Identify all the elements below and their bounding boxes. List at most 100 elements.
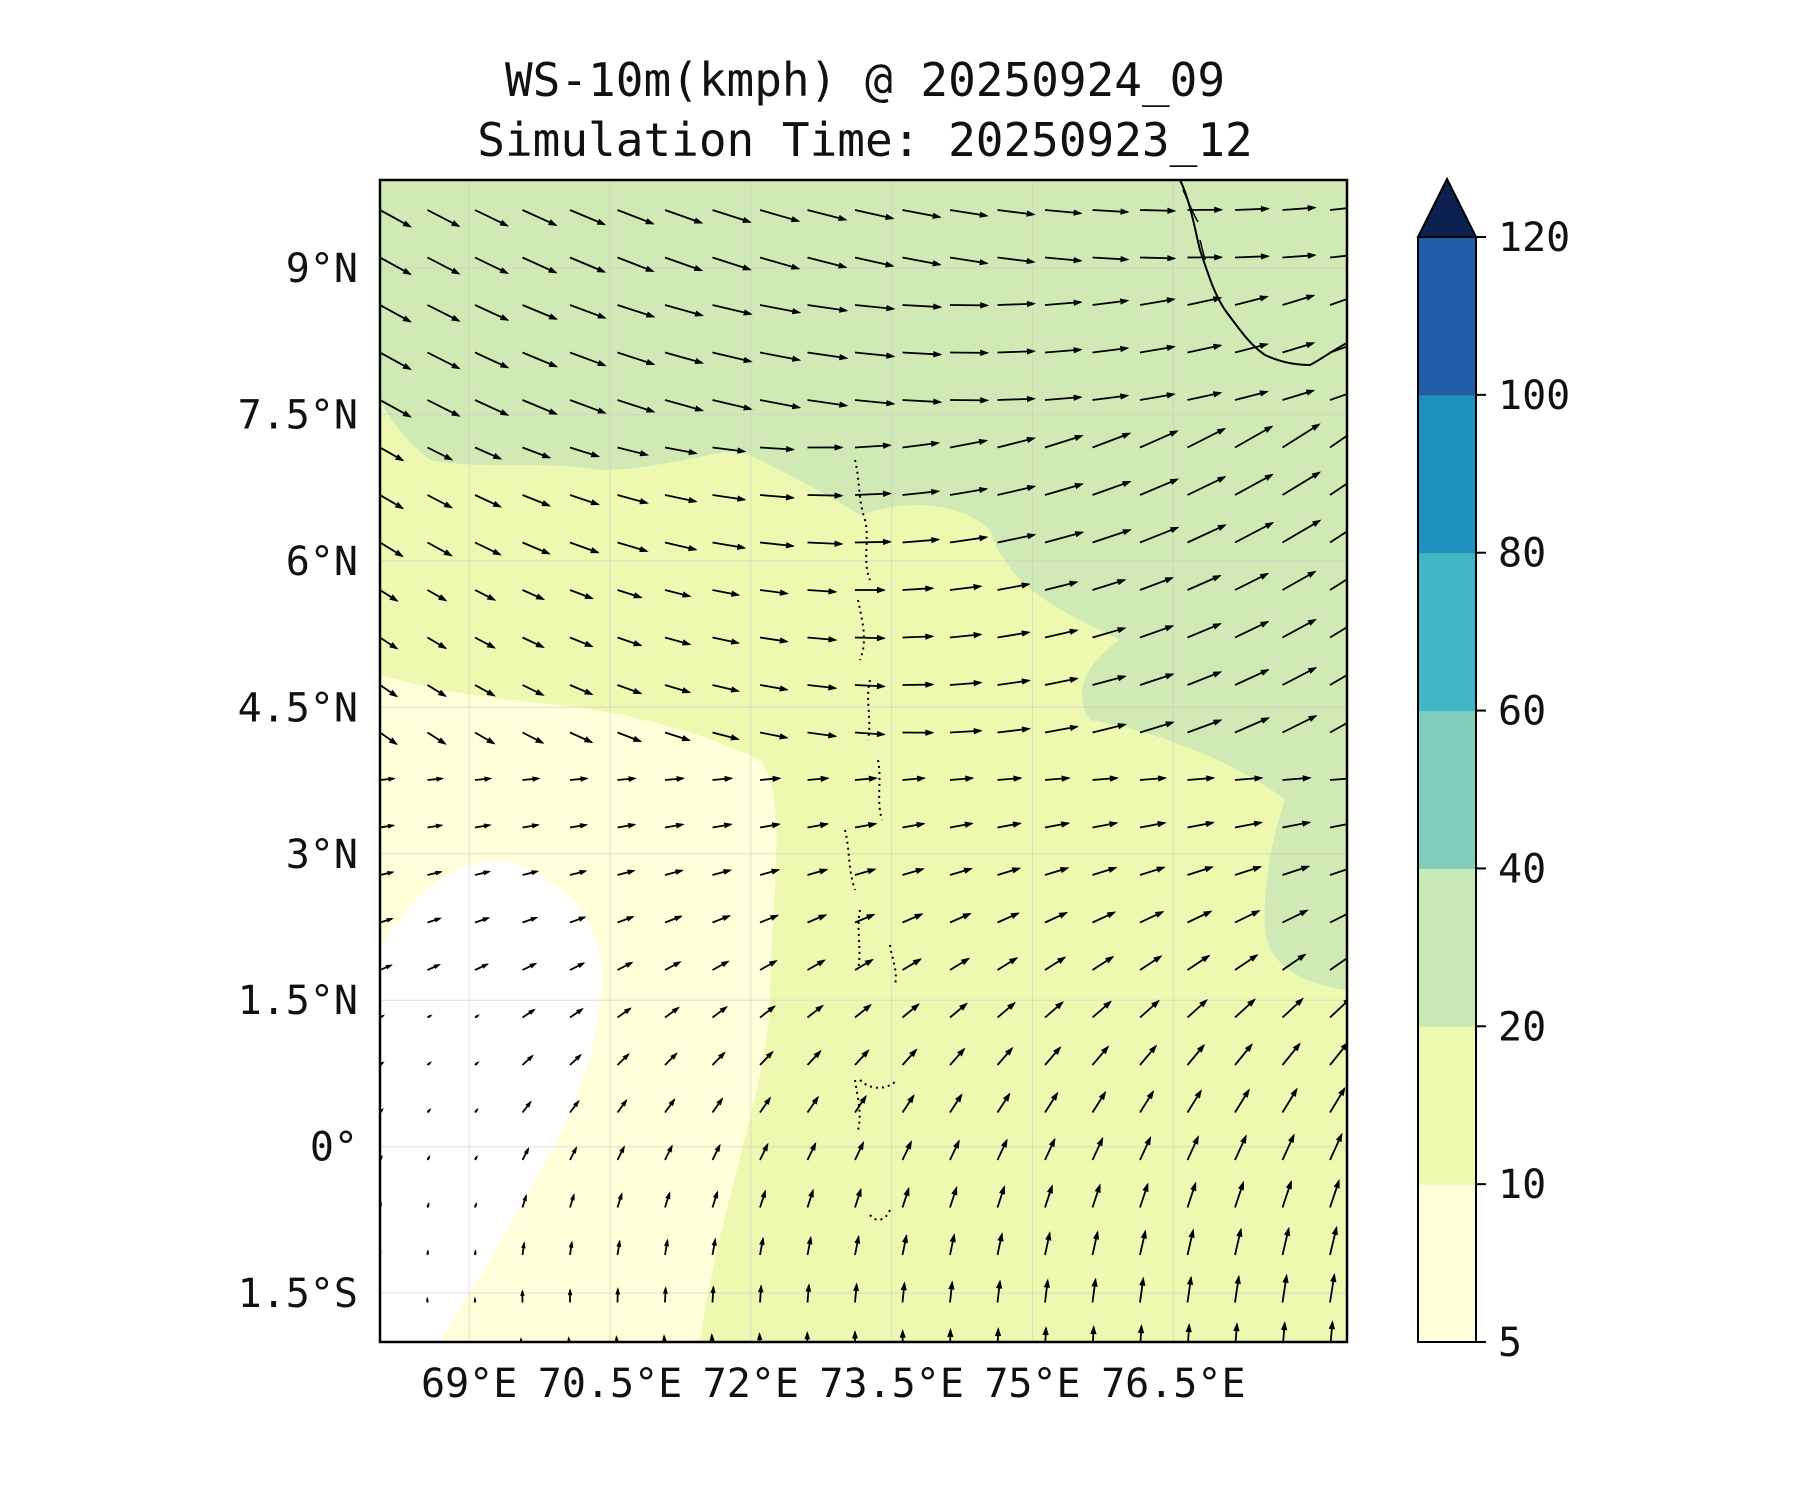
chart-subtitle: Simulation Time: 20250923_12	[477, 113, 1253, 167]
wind-arrow	[711, 1097, 724, 1114]
wind-arrow	[474, 589, 497, 601]
wind-arrow	[1329, 1272, 1337, 1303]
wind-arrow	[949, 775, 975, 782]
wind-arrow	[1282, 471, 1322, 496]
wind-arrow	[1092, 911, 1117, 924]
wind-arrow	[712, 589, 741, 597]
wind-arrow	[426, 1249, 429, 1256]
wind-arrow	[757, 1284, 764, 1303]
wind-arrow	[1044, 1091, 1059, 1113]
wind-arrow	[1187, 296, 1223, 306]
wind-arrow	[1234, 1274, 1241, 1303]
wind-arrow	[997, 821, 1023, 829]
wind-arrow	[854, 1003, 872, 1019]
wind-arrow	[473, 1296, 477, 1303]
wind-arrow	[1044, 628, 1079, 639]
wind-arrow	[854, 490, 892, 497]
wind-arrow	[902, 913, 924, 924]
wind-arrow	[807, 868, 829, 876]
wind-arrow	[664, 961, 682, 971]
wind-arrow	[569, 304, 607, 319]
india-coastline	[1179, 180, 1347, 367]
wind-arrow	[664, 684, 692, 694]
wind-arrow	[380, 684, 399, 698]
wind-arrow	[1092, 775, 1119, 782]
wind-arrow	[757, 1332, 763, 1342]
lat-tick-label: 1.5°S	[238, 1271, 358, 1317]
wind-arrow	[1234, 865, 1263, 876]
wind-arrow	[473, 1249, 477, 1256]
wind-arrow	[902, 867, 925, 876]
wind-arrow	[1234, 775, 1264, 782]
field-band-20-40	[380, 180, 1347, 990]
wind-arrow	[1044, 299, 1083, 306]
wind-arrow	[949, 349, 990, 356]
wind-arrow	[712, 822, 733, 829]
colorbar-tick-label: 20	[1498, 1004, 1546, 1050]
wind-arrow	[949, 631, 983, 639]
graticule-lines	[380, 180, 1347, 1342]
wind-arrow	[1281, 1133, 1295, 1161]
wind-arrow	[712, 915, 732, 924]
wind-arrow	[807, 775, 830, 782]
wind-arrow	[1044, 1046, 1062, 1066]
wind-arrow	[1044, 724, 1080, 734]
wind-arrow	[997, 533, 1037, 544]
wind-arrow	[380, 304, 412, 323]
wind-arrow	[617, 776, 637, 782]
wind-arrow	[569, 1099, 580, 1114]
wind-arrow	[997, 300, 1036, 308]
wind-arrow	[759, 1005, 776, 1019]
wind-arrow	[1044, 912, 1069, 924]
wind-arrow	[427, 1014, 433, 1019]
wind-arrow	[1044, 256, 1083, 264]
wind-arrow	[901, 1140, 912, 1161]
wind-arrow	[1092, 723, 1127, 734]
wind-arrow	[616, 1052, 630, 1066]
wind-arrow	[1186, 1089, 1202, 1113]
wind-arrow	[426, 1344, 429, 1350]
wind-arrow	[902, 398, 943, 405]
wind-arrow	[522, 731, 545, 744]
wind-arrow	[616, 1007, 632, 1019]
wind-arrow	[474, 963, 490, 971]
wind-arrow	[759, 256, 801, 270]
wind-arrow	[807, 540, 844, 547]
wind-arrow	[854, 538, 892, 546]
wind-arrow	[522, 209, 558, 226]
wind-arrow	[1234, 1134, 1247, 1161]
lon-tick-label: 75°E	[984, 1361, 1080, 1407]
wind-arrow	[1282, 909, 1309, 924]
wind-arrow	[1092, 432, 1132, 449]
wind-arrow	[902, 585, 935, 592]
wind-arrow	[474, 1154, 478, 1161]
lat-tick-label: 1.5°N	[238, 978, 358, 1024]
wind-arrow	[1187, 343, 1223, 354]
wind-arrow	[1187, 910, 1213, 924]
wind-arrow	[902, 440, 941, 449]
wind-arrow	[997, 957, 1019, 971]
wind-arrow	[901, 1233, 909, 1256]
colorbar-tick-label: 80	[1498, 531, 1546, 577]
wind-arrow	[567, 1336, 572, 1342]
wind-arrow	[1092, 866, 1118, 876]
wind-arrow	[1092, 480, 1132, 496]
wind-arrow	[996, 1232, 1004, 1256]
wind-arrow	[712, 775, 734, 782]
wind-arrow	[522, 494, 552, 507]
wind-arrow	[712, 731, 740, 741]
wind-arrow	[427, 684, 448, 697]
wind-arrow	[522, 823, 540, 829]
wind-arrow	[664, 1052, 678, 1066]
wind-arrow	[949, 1139, 960, 1161]
wind-arrow	[1139, 1044, 1158, 1066]
wind-arrow	[474, 1344, 477, 1350]
wind-arrow	[1328, 1320, 1335, 1342]
wind-arrow	[520, 1289, 525, 1303]
wind-arrow	[997, 775, 1023, 782]
wind-arrow	[1282, 342, 1316, 354]
wind-arrow	[1282, 294, 1316, 306]
wind-arrow	[711, 1143, 721, 1161]
wind-arrow	[901, 1094, 915, 1113]
wind-arrow	[474, 399, 510, 416]
